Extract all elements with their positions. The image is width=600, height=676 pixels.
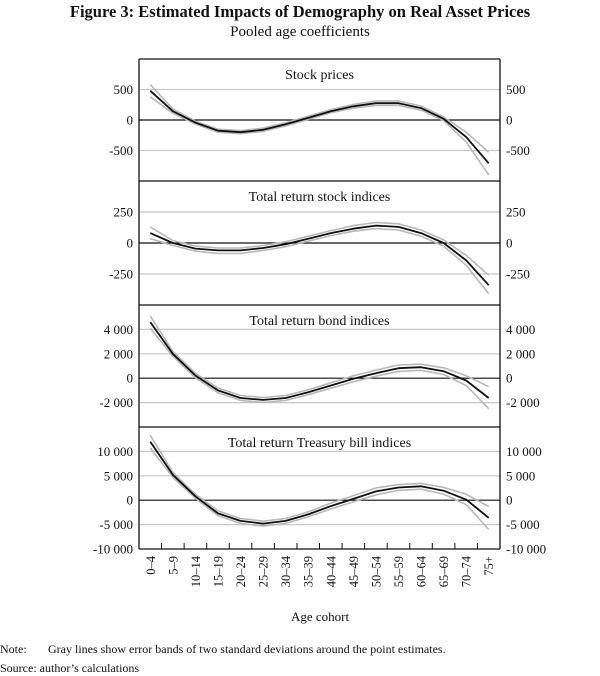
y-tick-label-left: 500: [114, 82, 134, 97]
upper-error-band-line: [149, 434, 490, 523]
point-estimate-line: [149, 90, 490, 164]
y-tick-label-right: 4 000: [506, 322, 535, 337]
lower-error-band-line: [149, 96, 490, 176]
y-tick-label-right: 10 000: [506, 444, 542, 459]
y-tick-label-left: 2 000: [104, 346, 133, 361]
y-tick-label-left: -500: [109, 143, 133, 158]
panel-title: Total return stock indices: [249, 190, 391, 205]
y-tick-label-right: 500: [506, 82, 526, 97]
y-tick-label-left: -10 000: [93, 542, 133, 557]
panel-2: 250 250 0 0 -250 -250 Total return stock indic…: [109, 180, 530, 295]
y-tick-label-left: -2 000: [99, 395, 133, 410]
y-tick-label-right: -250: [506, 267, 530, 282]
upper-error-band-line: [149, 221, 490, 276]
y-tick-label-right: -500: [506, 143, 530, 158]
source-text: Source: author’s calculations: [0, 661, 139, 675]
x-tick-label: 0–4: [144, 555, 158, 575]
y-tick-label-left: 250: [114, 205, 134, 220]
x-tick-label: 5–9: [166, 556, 180, 575]
y-tick-label-right: 0: [506, 236, 513, 251]
chart-panels: 500 500 0 0 -500 -500 Stock prices 250 250 0 0 -250…: [93, 58, 546, 557]
y-tick-label-left: 0: [127, 236, 134, 251]
note-text: Gray lines show error bands of two stand…: [48, 642, 446, 656]
y-tick-label-left: 0: [127, 493, 134, 508]
panel-title: Total return Treasury bill indices: [228, 436, 411, 451]
panel-4: 10 000 10 000 5 000 5 000 0 0 -5 000 -5 000 -10 …: [93, 426, 546, 557]
figure-title: Figure 3: Estimated Impacts of Demograph…: [70, 2, 531, 21]
panel-title: Stock prices: [285, 68, 354, 83]
y-tick-label-right: 0: [506, 113, 513, 128]
y-tick-label-right: 250: [506, 205, 526, 220]
lower-error-band-line: [149, 447, 490, 531]
y-tick-label-left: 10 000: [97, 444, 133, 459]
y-tick-label-right: 0: [506, 371, 513, 386]
point-estimate-line: [149, 441, 490, 525]
x-tick-label: 30–34: [279, 555, 293, 587]
y-tick-label-right: -2 000: [506, 395, 540, 410]
x-tick-label: 15–19: [211, 556, 225, 587]
y-tick-label-left: 0: [127, 113, 134, 128]
upper-error-band-line: [149, 84, 490, 153]
x-tick-label: 20–24: [234, 555, 248, 587]
x-tick-label: 75+: [482, 556, 496, 576]
x-axis: 0–4 5–9 10–14 15–19 20–24 25–29 30–34 35–39 40–4…: [138, 59, 501, 587]
x-tick-label: 65–69: [437, 556, 451, 587]
y-tick-label-right: 2 000: [506, 346, 535, 361]
y-tick-label-left: -250: [109, 267, 133, 282]
x-tick-label: 35–39: [302, 556, 316, 587]
x-tick-label: 70–74: [460, 555, 474, 587]
lower-error-band-line: [150, 227, 490, 295]
x-tick-label: 60–64: [415, 555, 429, 587]
point-estimate-line: [149, 321, 490, 401]
y-tick-label-right: -10 000: [506, 542, 546, 557]
figure-subtitle: Pooled age coefficients: [230, 24, 370, 40]
point-estimate-line: [149, 224, 490, 286]
note-label: Note:: [0, 642, 27, 656]
upper-error-band-line: [149, 315, 490, 399]
x-tick-label: 10–14: [189, 555, 203, 587]
lower-error-band-line: [149, 327, 490, 410]
panel-1: 500 500 0 0 -500 -500 Stock prices: [109, 58, 530, 176]
y-tick-label-right: -5 000: [506, 517, 540, 532]
y-tick-label-right: 5 000: [506, 468, 535, 483]
y-tick-label-left: 5 000: [104, 468, 133, 483]
x-tick-label: 40–44: [324, 555, 338, 587]
x-tick-label: 55–59: [392, 556, 406, 587]
x-tick-label: 50–54: [369, 555, 383, 587]
panel-3: 4 000 4 000 2 000 2 000 0 0 -2 000 -2 000 Total …: [99, 304, 540, 410]
x-tick-label: 25–29: [257, 556, 271, 587]
y-tick-label-right: 0: [506, 493, 513, 508]
y-tick-label-left: -5 000: [99, 517, 133, 532]
x-axis-label: Age cohort: [291, 609, 350, 624]
panel-title: Total return bond indices: [249, 314, 389, 329]
y-tick-label-left: 4 000: [104, 322, 133, 337]
y-tick-label-left: 0: [127, 371, 134, 386]
x-tick-label: 45–49: [347, 556, 361, 587]
